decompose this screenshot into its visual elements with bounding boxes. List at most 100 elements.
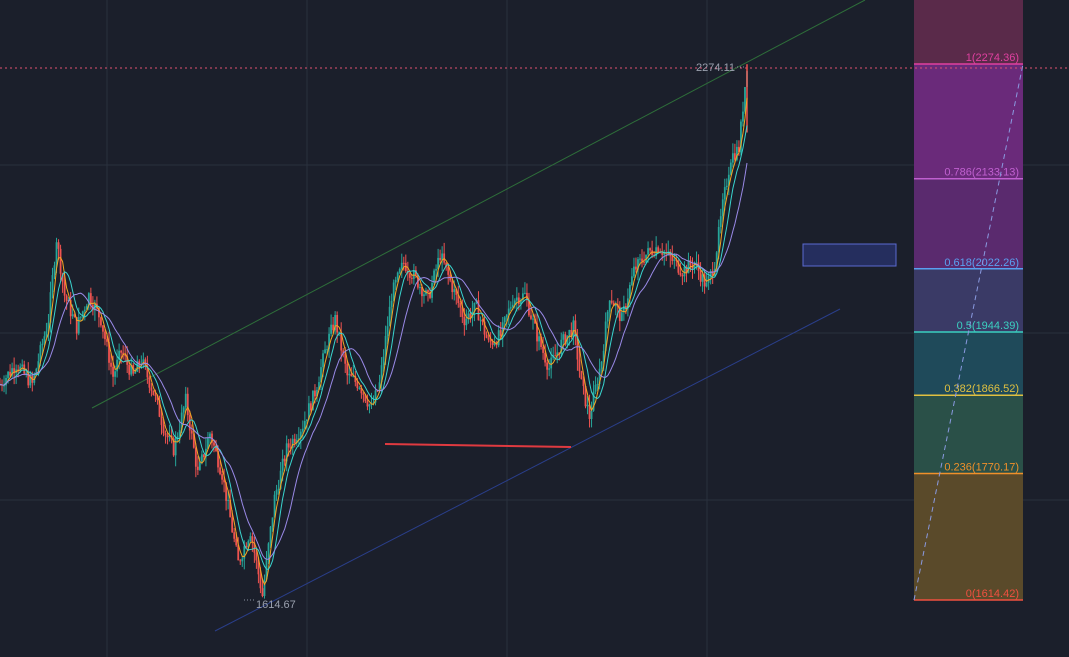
candle-body	[174, 437, 177, 456]
candle-body	[711, 271, 714, 276]
candle-body	[717, 226, 720, 253]
low-price-label: 1614.67	[256, 599, 296, 611]
candle-body	[467, 313, 470, 319]
candle-body	[106, 339, 108, 342]
candle-body	[69, 299, 72, 317]
candle-body	[235, 538, 238, 546]
candle-body	[255, 552, 258, 561]
candle-body	[160, 416, 163, 425]
candle-body	[29, 376, 32, 386]
candle-body	[701, 274, 704, 282]
candle-body	[419, 286, 421, 288]
candle-body	[176, 436, 179, 438]
candle-body	[487, 337, 490, 340]
candle-body	[162, 424, 165, 434]
candle-body	[410, 277, 413, 279]
candle-body	[489, 339, 492, 342]
rectangle-annotation[interactable]	[802, 243, 897, 267]
candle-body	[249, 536, 252, 542]
candle-body	[598, 368, 601, 385]
candle-body	[455, 289, 458, 295]
candle-body	[98, 308, 100, 318]
candle-body	[330, 324, 333, 334]
candle-body	[572, 320, 575, 337]
upper-channel-line[interactable]	[91, 0, 866, 409]
candle-body	[146, 365, 149, 378]
fib-level-label: 0.382(1866.52)	[944, 383, 1019, 395]
fib-zone-above	[914, 0, 1023, 64]
candle-body	[63, 281, 66, 296]
candle-body	[301, 428, 304, 432]
candle-body	[392, 282, 395, 301]
candle-body	[499, 330, 502, 336]
candle-body	[253, 542, 256, 553]
lower-channel-line[interactable]	[214, 308, 841, 632]
candle-body	[340, 331, 343, 351]
candle-body	[683, 266, 686, 277]
candle-body	[731, 153, 734, 163]
candle-body	[205, 448, 207, 458]
candle-body	[608, 300, 611, 312]
candle-body	[13, 368, 16, 374]
candle-body	[57, 242, 60, 249]
candle-body	[233, 532, 236, 539]
candle-body	[289, 447, 292, 449]
candle-body	[273, 494, 276, 518]
candle-body	[400, 262, 403, 269]
candle-body	[477, 300, 480, 321]
fibonacci-retracement[interactable]: 1(2274.36) 0.786(2133.13) 0.618(2022.26) 0.…	[913, 0, 1024, 601]
candle-body	[402, 262, 405, 264]
candle-body	[507, 308, 510, 315]
support-line[interactable]	[384, 443, 572, 448]
candle-body	[37, 361, 40, 369]
candle-body	[481, 319, 484, 322]
candle-body	[509, 307, 512, 309]
candle-body	[641, 258, 643, 262]
candle-body	[116, 359, 118, 372]
candle-body	[239, 560, 242, 562]
candle-body	[352, 376, 355, 378]
candle-body	[596, 384, 599, 386]
candle-body	[277, 488, 280, 490]
candle-body	[85, 305, 88, 310]
candle-body	[9, 371, 11, 376]
candle-body	[168, 435, 171, 438]
candle-body	[172, 438, 175, 456]
candle-body	[77, 317, 80, 334]
fib-level-label: 0.236(1770.17)	[944, 462, 1019, 474]
candle-body	[364, 394, 367, 402]
candle-body	[394, 279, 397, 283]
candle-body	[338, 331, 341, 333]
candle-body	[673, 259, 676, 261]
candle-body	[536, 323, 538, 342]
candle-body	[729, 162, 732, 175]
candle-body	[374, 390, 377, 403]
candle-body	[366, 401, 369, 407]
candle-body	[721, 199, 724, 217]
candle-body	[303, 421, 306, 429]
candle-body	[604, 321, 607, 351]
candle-body	[469, 313, 472, 319]
candle-body	[441, 253, 444, 261]
candle-body	[655, 247, 658, 256]
candle-body	[388, 306, 391, 327]
candle-body	[55, 242, 58, 266]
candle-body	[89, 293, 92, 305]
candle-body	[207, 438, 209, 449]
candle-body	[548, 368, 551, 370]
candle-body	[257, 560, 260, 575]
candle-body	[188, 415, 191, 431]
candle-body	[51, 275, 54, 293]
candle-body	[511, 304, 514, 308]
candle-body	[414, 270, 417, 275]
candle-body	[344, 353, 347, 364]
candle-body	[324, 349, 326, 354]
candle-body	[513, 300, 516, 305]
candle-body	[378, 382, 381, 391]
candle-body	[39, 345, 42, 362]
candle-body	[196, 466, 199, 470]
candle-body	[578, 359, 581, 372]
candle-body	[283, 458, 286, 462]
